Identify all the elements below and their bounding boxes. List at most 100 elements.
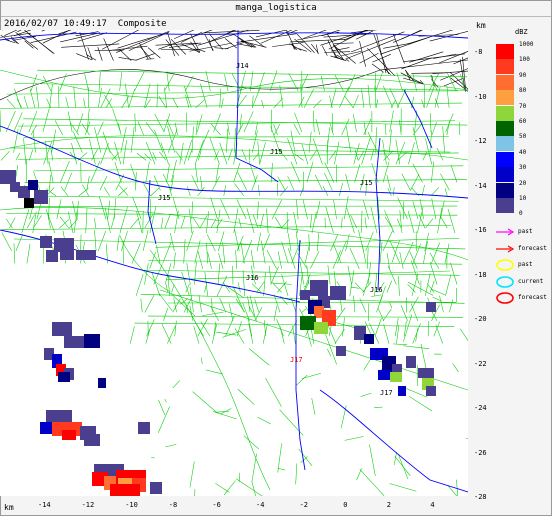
- parcel-edge: [197, 149, 202, 161]
- parcel-edge: [159, 151, 167, 161]
- parcel-edge: [334, 141, 340, 165]
- parcel-edge: [256, 232, 262, 252]
- parcel-edge: [198, 294, 202, 313]
- parcel-edge: [394, 318, 399, 337]
- radar-map[interactable]: J14 J15 J15 J15 J16 J16 J17 J17: [0, 30, 468, 496]
- parcel-edge: [174, 210, 179, 234]
- echo-cell: [34, 190, 48, 204]
- road-segment: [128, 33, 165, 52]
- parcel-edge: [386, 280, 392, 293]
- parcel-edge: [237, 282, 241, 293]
- parcel-edge: [347, 265, 352, 285]
- parcel-edge: [265, 377, 282, 407]
- parcel-edge: [394, 456, 411, 476]
- parcel-edge: [215, 164, 220, 183]
- parcel-edge: [425, 218, 434, 229]
- parcel-edge: [204, 283, 207, 293]
- parcel-edge: [73, 86, 76, 108]
- parcel-edge: [449, 299, 454, 313]
- parcel-edge: [358, 150, 365, 161]
- parcel-edge: [165, 284, 169, 293]
- parcel-edge: [412, 163, 423, 183]
- road-segment: [169, 43, 198, 48]
- parcel-edge: [194, 261, 197, 285]
- road-segment: [236, 33, 297, 43]
- road-segment: [13, 36, 37, 41]
- parcel-edge: [243, 435, 259, 450]
- parcel-edge: [51, 129, 56, 153]
- road-segment: [197, 30, 249, 46]
- parcel-edge: [398, 276, 400, 296]
- parcel-edge: [84, 121, 91, 136]
- road-segment: [303, 30, 327, 39]
- track-legend-row: forecast: [495, 243, 549, 255]
- road-segment: [190, 41, 200, 53]
- parcel-edge: [277, 443, 282, 473]
- parcel-edge: [271, 282, 282, 293]
- parcel-edge: [426, 283, 435, 293]
- parcel-edge: [18, 123, 24, 136]
- road-segment: [170, 38, 187, 55]
- road-segment: [289, 43, 302, 51]
- parcel-edge: [183, 85, 192, 108]
- parcel-edge: [197, 251, 204, 269]
- parcel-edge: [421, 185, 425, 196]
- parcel-edge: [293, 153, 304, 161]
- parcel-edge: [344, 436, 364, 441]
- echo-cell: [310, 280, 328, 296]
- parcel-edge: [200, 83, 208, 108]
- parcel-edge: [288, 73, 299, 92]
- echo-cell: [314, 306, 324, 318]
- parcel-edge: [60, 186, 69, 197]
- parcel-edge: [119, 235, 171, 293]
- parcel-edge: [399, 210, 403, 234]
- parcel-edge: [121, 96, 130, 109]
- parcel-edge: [43, 75, 52, 92]
- parcel-edge: [430, 161, 435, 183]
- parcel-edge: [404, 320, 407, 337]
- parcel-edge: [313, 99, 322, 109]
- parcel-edge: [137, 121, 144, 136]
- parcel-edge: [186, 230, 194, 252]
- parcel-edge: [98, 87, 102, 108]
- echo-cell: [398, 386, 406, 396]
- parcel-edge: [431, 242, 440, 264]
- parcel-edge: [396, 324, 400, 344]
- parcel-edge: [374, 318, 382, 337]
- parcel-edge: [439, 295, 444, 313]
- parcel-edge: [104, 95, 113, 109]
- parcel-edge: [164, 214, 171, 229]
- y-axis-unit: km: [476, 21, 486, 30]
- radar-map-panel[interactable]: J14 J15 J15 J15 J16 J16 J17 J17: [0, 30, 468, 496]
- parcel-edge: [422, 151, 428, 161]
- map-label-j16b: J16: [370, 286, 383, 294]
- parcel-edge: [98, 196, 107, 220]
- parcel-edge: [213, 113, 221, 133]
- echo-cell: [52, 322, 72, 336]
- road-segment: [76, 53, 93, 61]
- parcel-edge: [407, 284, 416, 293]
- road-segment: [24, 30, 54, 54]
- parcel-edge: [215, 483, 230, 493]
- road-segment: [118, 48, 132, 61]
- parcel-edge: [89, 139, 96, 165]
- road-segment: [290, 39, 345, 43]
- parcel-edge: [166, 164, 170, 183]
- parcel-edge: [48, 197, 50, 220]
- echo-cell: [150, 482, 162, 494]
- track-legend-label: current: [518, 277, 544, 285]
- road-segment: [180, 31, 203, 43]
- parcel-edge: [353, 143, 360, 165]
- parcel-edge: [43, 141, 53, 165]
- parcel-edge: [221, 98, 224, 108]
- parcel-edge: [401, 386, 428, 398]
- parcel-edge: [248, 305, 257, 321]
- parcel-edge: [132, 197, 142, 220]
- parcel-edge: [91, 148, 99, 161]
- parcel-edge: [206, 211, 209, 234]
- parcel-edge: [251, 175, 258, 191]
- parcel-edge: [309, 213, 313, 229]
- echo-cell: [354, 326, 366, 340]
- road-segment: [165, 39, 180, 56]
- parcel-edge: [332, 250, 341, 269]
